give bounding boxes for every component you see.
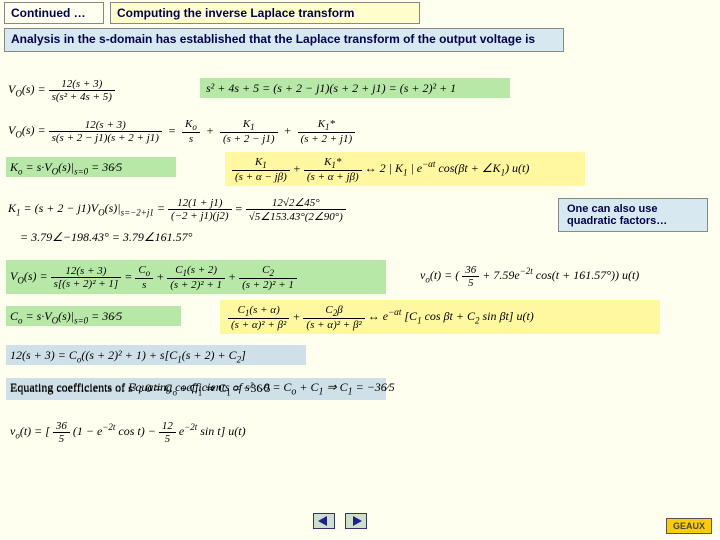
- eq4-k1: K1 = (s + 2 − j1)VO(s)|s=−2+j1 = 12(1 + …: [8, 196, 346, 223]
- pair-formula2: C1(s + α)(s + α)² + β² + C2β(s + α)² + β…: [228, 304, 534, 331]
- nav-next-button[interactable]: [345, 513, 367, 529]
- eq5: VO(s) = 12(s + 3)s[(s + 2)² + 1] = Cos +…: [10, 264, 297, 291]
- logo-badge: GEAUX: [666, 518, 712, 534]
- eq7: 12(s + 3) = Co((s + 2)² + 1) + s[C1(s + …: [10, 348, 246, 364]
- nav-prev-button[interactable]: [313, 513, 335, 529]
- eq1-factor: s² + 4s + 5 = (s + 2 − j1)(s + 2 + j1) =…: [206, 81, 456, 96]
- eq2: VO(s) = 12(s + 3)s(s + 2 − j1)(s + 2 + j…: [8, 118, 355, 145]
- note-quadratic: One can also use quadratic factors…: [558, 198, 708, 232]
- eq4b: = 3.79∠−198.43° = 3.79∠161.57°: [20, 230, 192, 245]
- continued-label: Continued …: [4, 2, 104, 24]
- eq5-result: vo(t) = ( 365 + 7.59e−2t cos(t + 161.57°…: [420, 264, 639, 289]
- eq8-text: Equating coefficients of s² : 0 = Co + C…: [10, 381, 270, 397]
- eq6-co: Co = s·VO(s)|s=0 = 36⁄5: [10, 309, 122, 325]
- pair-formula: K1(s + α − jβ) + K1*(s + α + jβ) ↔ 2 | K…: [232, 156, 529, 183]
- analysis-text: Analysis in the s-domain has established…: [4, 28, 564, 52]
- eq9: vo(t) = [ 365 (1 − e−2t cos t) − 125 e−2…: [10, 420, 246, 445]
- section-title: Computing the inverse Laplace transform: [110, 2, 420, 24]
- nav-controls: [310, 513, 370, 534]
- eq1: VO(s) = 12(s + 3)s(s² + 4s + 5): [8, 78, 115, 103]
- triangle-right-icon: [353, 516, 362, 526]
- eq3-ko: Ko = s·VO(s)|s=0 = 36⁄5: [10, 160, 122, 176]
- triangle-left-icon: [318, 516, 327, 526]
